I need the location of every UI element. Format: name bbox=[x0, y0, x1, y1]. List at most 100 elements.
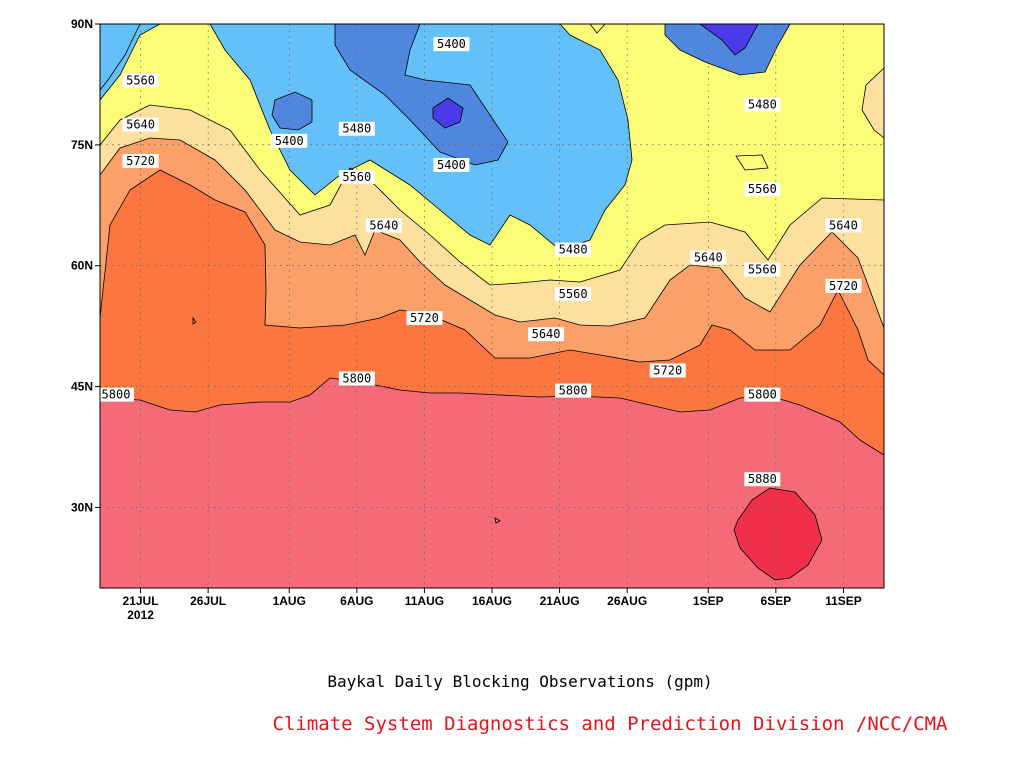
contour-label: 5560 bbox=[744, 262, 781, 277]
contour-label-text: 5640 bbox=[532, 327, 561, 341]
contour-label-box bbox=[271, 133, 308, 148]
contour-label-box bbox=[122, 153, 159, 168]
contour-line bbox=[100, 24, 141, 91]
contour-line bbox=[209, 24, 633, 251]
x-tick-label: 16AUG bbox=[472, 594, 512, 608]
contour-label-box bbox=[338, 170, 375, 185]
x-tick-label: 1SEP bbox=[693, 594, 724, 608]
contour-label-text: 5400 bbox=[437, 158, 466, 172]
contour-label-box bbox=[122, 117, 159, 132]
contour-label: 5480 bbox=[744, 97, 781, 112]
contour-label: 5800 bbox=[744, 387, 781, 402]
contour-line bbox=[432, 97, 464, 129]
band-5800-5880 bbox=[100, 378, 884, 588]
contour-label-box bbox=[744, 182, 781, 197]
contour-line bbox=[192, 316, 197, 325]
contour-line bbox=[334, 24, 509, 166]
contour-label-box bbox=[825, 278, 862, 293]
y-tick-label: 75N bbox=[71, 138, 93, 152]
contour-label-text: 5880 bbox=[748, 472, 777, 486]
contour-label-text: 5800 bbox=[748, 388, 777, 402]
band-5320-5400 bbox=[665, 24, 790, 75]
contour-line bbox=[100, 137, 884, 329]
contour-label: 5800 bbox=[555, 383, 592, 398]
contour-line bbox=[271, 91, 313, 131]
contour-label-box bbox=[690, 250, 727, 265]
x-tick-label: 21JUL bbox=[123, 594, 159, 608]
contour-label-text: 5720 bbox=[829, 279, 858, 293]
contour-label: 5560 bbox=[744, 182, 781, 197]
contour-label-text: 5400 bbox=[275, 134, 304, 148]
contour-label-text: 5480 bbox=[748, 98, 777, 112]
contour-label: 5400 bbox=[433, 158, 470, 172]
contour-label: 5480 bbox=[338, 121, 375, 136]
contour-labels: 5560 5640 5720 5400 5480 5560 5400 5400 5640 5720… bbox=[100, 37, 862, 487]
contour-line bbox=[733, 487, 823, 581]
contour-label: 5720 bbox=[122, 153, 159, 168]
contour-label-box bbox=[528, 327, 565, 342]
x-tick-label: 6AUG bbox=[340, 594, 373, 608]
contour-label: 5880 bbox=[744, 472, 781, 487]
band-below-5320 bbox=[433, 98, 463, 128]
x-tick-label: 26AUG bbox=[607, 594, 647, 608]
contour-label-text: 5640 bbox=[829, 218, 858, 232]
x-tick-year: 2012 bbox=[127, 608, 154, 622]
contour-label-text: 5640 bbox=[694, 251, 723, 265]
contour-label: 5640 bbox=[528, 327, 565, 342]
contour-line bbox=[735, 154, 769, 171]
contour-label-box bbox=[744, 97, 781, 112]
contour-label: 5640 bbox=[122, 117, 159, 132]
y-axis: 30N 45N 60N 75N 90N bbox=[71, 17, 100, 514]
contour-label-text: 5560 bbox=[748, 182, 777, 196]
band-below-5320 bbox=[700, 24, 758, 55]
contour-label-box bbox=[555, 286, 592, 301]
contour-label: 5560 bbox=[122, 73, 159, 88]
contour-label-text: 5400 bbox=[437, 37, 466, 51]
contour-label-box bbox=[433, 158, 470, 172]
contour-line bbox=[861, 67, 884, 139]
contour-label-box bbox=[555, 242, 592, 257]
contour-label-text: 5720 bbox=[653, 363, 682, 377]
contour-label: 5720 bbox=[825, 278, 862, 293]
x-axis: 21JUL 26JUL 1AUG 6AUG 11AUG 16AUG 21AUG 26AUG 1S… bbox=[123, 588, 862, 622]
contour-line bbox=[100, 169, 884, 376]
x-tick-label: 26JUL bbox=[190, 594, 226, 608]
band-5560-5640 bbox=[862, 68, 884, 138]
contour-label: 5720 bbox=[406, 311, 443, 326]
contour-label-text: 5480 bbox=[342, 122, 371, 136]
contour-fields: 5560 5640 5720 5400 5480 5560 5400 5400 5640 5720… bbox=[100, 24, 884, 588]
band-above-5880 bbox=[734, 488, 822, 580]
y-tick-label: 30N bbox=[71, 500, 93, 514]
contour-label: 5560 bbox=[338, 170, 375, 185]
contour-label: 5560 bbox=[555, 286, 592, 301]
contour-label-text: 5480 bbox=[559, 243, 588, 257]
contour-label-box bbox=[365, 218, 402, 233]
x-tick-label: 6SEP bbox=[761, 594, 792, 608]
contour-label-box bbox=[555, 383, 592, 398]
contour-label-text: 5560 bbox=[559, 287, 588, 301]
y-tick-label: 90N bbox=[71, 17, 93, 31]
contour-label-box bbox=[100, 387, 134, 402]
contour-line bbox=[699, 24, 759, 56]
gridlines bbox=[100, 24, 884, 588]
contour-label: 5800 bbox=[338, 371, 375, 386]
contour-label: 5400 bbox=[271, 133, 308, 148]
contour-label-text: 5560 bbox=[342, 170, 371, 184]
contour-label-box bbox=[825, 218, 862, 233]
contour-label-text: 5800 bbox=[102, 388, 131, 402]
y-tick-label: 60N bbox=[71, 259, 93, 273]
contour-label-box bbox=[406, 311, 443, 326]
contour-label-text: 5640 bbox=[369, 218, 398, 232]
contour-label-box bbox=[744, 387, 781, 402]
contour-line bbox=[494, 517, 501, 524]
band-5480-5560 bbox=[736, 155, 768, 170]
contour-label-box bbox=[744, 262, 781, 277]
contour-label: 5480 bbox=[555, 242, 592, 257]
x-tick-label: 1AUG bbox=[273, 594, 306, 608]
contour-line bbox=[100, 104, 884, 286]
contour-label: 5400 bbox=[433, 37, 470, 52]
contour-label-box bbox=[122, 73, 159, 88]
contour-label-box bbox=[338, 121, 375, 136]
contour-label-text: 5640 bbox=[126, 118, 155, 132]
y-tick-label: 45N bbox=[71, 380, 93, 394]
